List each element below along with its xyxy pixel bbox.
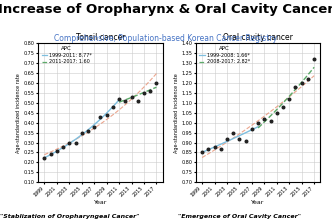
Point [249, 127, 255, 130]
Legend: 1999-2008: 1.66*, 2008-2017: 2.82*: 1999-2008: 1.66*, 2008-2017: 2.82* [198, 46, 251, 65]
X-axis label: Year: Year [94, 200, 107, 205]
Point [42, 157, 47, 160]
Point [79, 131, 84, 134]
Point [104, 113, 109, 116]
Point [48, 153, 53, 156]
Point [218, 147, 223, 150]
Point [274, 111, 280, 114]
Point [311, 57, 317, 61]
Point [268, 119, 273, 122]
Point [154, 81, 159, 85]
Point [129, 95, 134, 99]
Point [255, 121, 261, 124]
Point [230, 131, 236, 134]
Legend: 1999-2011: 8.77*, 2011-2017: 1.60: 1999-2011: 8.77*, 2011-2017: 1.60 [41, 46, 93, 65]
X-axis label: Year: Year [251, 200, 265, 205]
Point [117, 97, 122, 101]
Point [212, 145, 217, 148]
Point [85, 129, 91, 132]
Point [206, 147, 211, 150]
Point [54, 149, 59, 152]
Point [224, 137, 230, 140]
Text: "Emergence of Oral Cavity Cancer": "Emergence of Oral Cavity Cancer" [178, 214, 300, 219]
Point [237, 137, 242, 140]
Title: Tonsil cancer: Tonsil cancer [76, 33, 125, 42]
Point [243, 139, 248, 142]
Point [280, 105, 286, 109]
Point [98, 115, 103, 118]
Title: Oral cavity cancer: Oral cavity cancer [223, 33, 293, 42]
Point [135, 99, 140, 103]
Point [123, 99, 128, 103]
Text: "Stablization of Oropharyngeal Cancer": "Stablization of Oropharyngeal Cancer" [0, 214, 139, 219]
Y-axis label: Age-standardized incidence rate: Age-standardized incidence rate [16, 73, 21, 152]
Point [141, 91, 147, 95]
Point [287, 97, 292, 101]
Point [262, 117, 267, 120]
Text: Comprehensive, Population-based Korean Cancer Registry: Comprehensive, Population-based Korean C… [54, 34, 278, 43]
Point [299, 81, 304, 85]
Point [200, 151, 205, 154]
Text: Increase of Oropharynx & Oral Cavity Cancer: Increase of Oropharynx & Oral Cavity Can… [0, 3, 332, 16]
Point [60, 145, 66, 148]
Point [147, 89, 153, 93]
Y-axis label: Age-standardized incidence rate: Age-standardized incidence rate [174, 73, 179, 152]
Point [293, 85, 298, 89]
Point [305, 77, 310, 81]
Point [92, 125, 97, 128]
Point [110, 105, 116, 109]
Point [67, 141, 72, 144]
Point [73, 141, 78, 144]
